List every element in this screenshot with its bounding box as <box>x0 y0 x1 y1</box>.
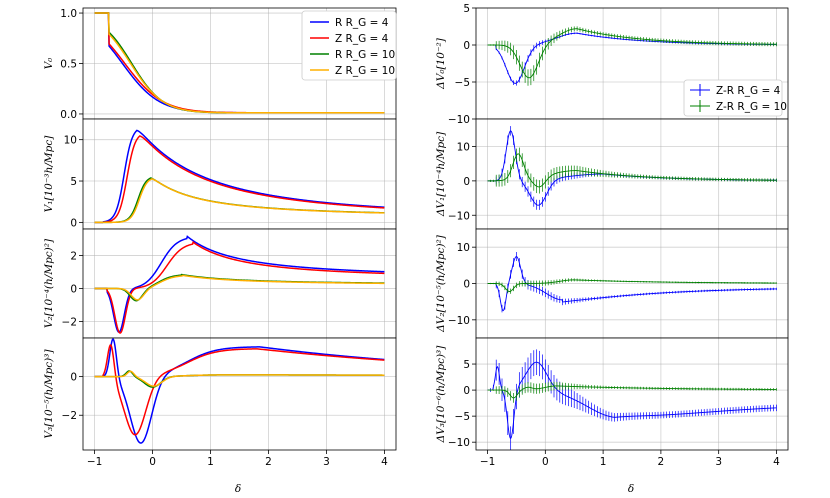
y-tick-label: −2 <box>62 410 77 422</box>
series-line-Z-R-G-4 <box>94 241 385 334</box>
x-axis-label-left: δ <box>235 483 241 495</box>
series-line-R-R-G-4 <box>94 235 385 334</box>
plot-area <box>83 338 396 450</box>
legend-label-ZR-RG10: Z-R R_G = 10 <box>716 101 787 113</box>
legend-label-Z-RG4: Z R_G = 4 <box>335 33 389 45</box>
y-axis-label: V₀ <box>43 57 55 70</box>
panel-right-dv0: −10 −5 0 5 ΔV₀[10⁻²] <box>435 3 789 126</box>
y-tick-label: 0 <box>70 372 77 384</box>
y-tick-label: 5 <box>463 3 470 15</box>
panel-right-dv2: −10 0 10 ΔV₂[10⁻⁵(h/Mpc)²] <box>435 228 789 342</box>
y-tick-label: −10 <box>448 114 470 126</box>
x-tick-label: 0 <box>542 456 549 468</box>
x-tick-label: 3 <box>323 456 330 468</box>
y-tick-label: 2 <box>70 250 77 262</box>
y-tick-label: 10 <box>64 135 77 147</box>
x-tick-label: 4 <box>773 456 780 468</box>
x-tick-label: 1 <box>207 456 214 468</box>
y-tick-label: 5 <box>463 359 470 371</box>
plot-area <box>476 338 788 450</box>
y-tick-label: −10 <box>448 315 470 327</box>
legend-label-ZR-RG4: Z-R R_G = 4 <box>716 85 781 97</box>
y-axis-label: ΔV₃[10⁻⁶(h/Mpc)³] <box>435 345 447 444</box>
y-tick-label: 0 <box>70 283 77 295</box>
y-tick-label: 0 <box>70 217 77 229</box>
y-axis-label: ΔV₀[10⁻²] <box>435 37 447 90</box>
y-tick-label: 0 <box>463 279 470 291</box>
panel-right-dv1: −10 0 10 ΔV₁[10⁻⁴h/Mpc] <box>435 118 789 233</box>
series-line-Z-R-G-10 <box>94 274 385 301</box>
y-tick-label: 0.5 <box>60 59 77 71</box>
x-tick-label: 0 <box>149 456 156 468</box>
y-tick-label: 10 <box>457 242 470 254</box>
legend-left: R R_G = 4 Z R_G = 4 R R_G = 10 Z R_G = 1… <box>301 10 397 81</box>
axes-frame <box>82 337 397 451</box>
series-line-Z-R-G-10 <box>94 177 385 224</box>
y-tick-label: 0 <box>463 176 470 188</box>
x-tick-label: −1 <box>87 456 102 468</box>
y-tick-label: −5 <box>455 77 470 89</box>
y-tick-label: −2 <box>62 316 77 328</box>
legend-frame <box>683 79 783 117</box>
legend-frame <box>301 10 397 81</box>
y-axis-label: ΔV₂[10⁻⁵(h/Mpc)²] <box>435 234 447 333</box>
legend-label-Z-RG10: Z R_G = 10 <box>335 65 395 77</box>
y-tick-label: 0 <box>463 385 470 397</box>
x-tick-label: 1 <box>600 456 607 468</box>
x-tick-label: 4 <box>381 456 388 468</box>
y-tick-label: −10 <box>448 210 470 222</box>
x-tick-label: 2 <box>265 456 272 468</box>
y-axis-label: V₃[10⁻⁵(h/Mpc)³] <box>43 349 55 439</box>
y-axis-label: V₂[10⁻⁴(h/Mpc)²] <box>43 238 55 328</box>
x-tick-label: 2 <box>658 456 665 468</box>
x-tick-label: 3 <box>715 456 722 468</box>
y-axis-label: V₁[10⁻³h/Mpc] <box>43 135 55 213</box>
series-line-R-R-G-4 <box>94 338 385 444</box>
panel-left-v2: −2 0 2 V₂[10⁻⁴(h/Mpc)²] <box>43 228 397 342</box>
y-tick-label: 10 <box>457 142 470 154</box>
y-tick-label: 0.0 <box>60 109 77 121</box>
y-axis-label: ΔV₁[10⁻⁴h/Mpc] <box>435 131 447 217</box>
legend-label-R-RG10: R R_G = 10 <box>335 49 395 61</box>
y-tick-label: 5 <box>70 176 77 188</box>
x-axis-label-right: δ <box>628 483 634 495</box>
legend-right: Z-R R_G = 4 Z-R R_G = 10 <box>683 79 787 117</box>
series-line-Z-R-G-10 <box>94 12 385 114</box>
y-tick-label: −10 <box>448 437 470 449</box>
y-tick-label: 0 <box>463 40 470 52</box>
panel-left-v1: 0 5 10 V₁[10⁻³h/Mpc] <box>43 118 397 233</box>
axes-frame <box>475 337 789 451</box>
series-line-Z-R-G-4 <box>94 344 385 436</box>
x-tick-label: −1 <box>480 456 495 468</box>
series-line-R-R-G-4 <box>94 129 385 224</box>
y-tick-label: 1.0 <box>60 8 77 20</box>
series-line-Z-R-G-4 <box>94 135 385 224</box>
legend-label-R-RG4: R R_G = 4 <box>335 17 389 29</box>
panel-left-v3: −2 0 −1 0 1 2 3 4 V₃[10⁻⁵(h/Mpc)³] <box>43 337 397 468</box>
y-tick-label: −5 <box>455 411 470 423</box>
series-line-Z-R-G-10 <box>94 370 385 387</box>
